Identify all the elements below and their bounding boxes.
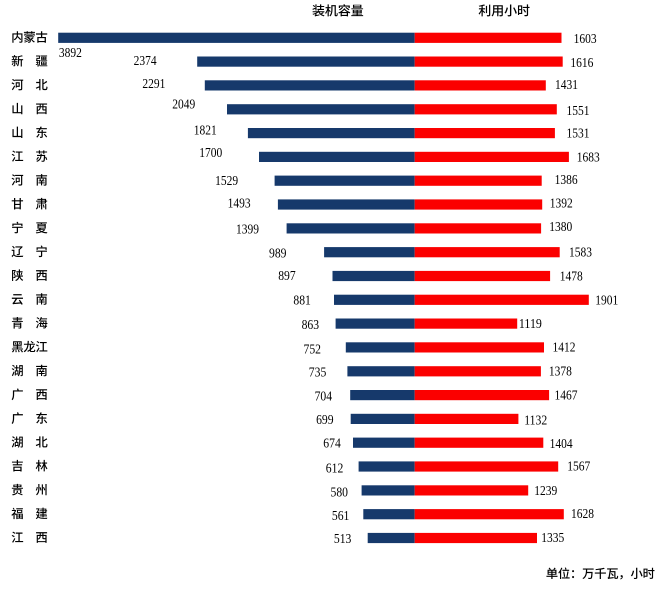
svg-text:612: 612: [326, 462, 344, 477]
svg-text:1683: 1683: [577, 151, 600, 166]
svg-text:897: 897: [278, 269, 296, 284]
svg-text:1531: 1531: [567, 127, 590, 142]
svg-text:1431: 1431: [555, 78, 578, 93]
svg-text:1399: 1399: [236, 222, 259, 237]
svg-text:863: 863: [302, 318, 320, 333]
svg-text:1392: 1392: [550, 197, 573, 212]
svg-text:1551: 1551: [567, 104, 590, 119]
svg-text:3892: 3892: [59, 46, 82, 61]
svg-text:1700: 1700: [199, 146, 222, 161]
svg-text:752: 752: [304, 342, 322, 357]
svg-text:1335: 1335: [541, 531, 564, 546]
svg-text:1404: 1404: [550, 437, 573, 452]
svg-text:561: 561: [332, 509, 350, 524]
svg-text:1132: 1132: [524, 413, 547, 428]
svg-text:735: 735: [309, 366, 327, 381]
svg-text:1603: 1603: [574, 32, 597, 47]
svg-text:989: 989: [269, 247, 287, 262]
svg-text:580: 580: [331, 485, 349, 500]
svg-text:1616: 1616: [570, 56, 593, 71]
svg-text:881: 881: [293, 293, 311, 308]
svg-text:513: 513: [334, 532, 352, 547]
svg-text:1901: 1901: [595, 294, 618, 309]
svg-text:1821: 1821: [194, 124, 217, 139]
svg-text:1529: 1529: [215, 174, 238, 189]
svg-text:2291: 2291: [142, 77, 165, 92]
svg-text:699: 699: [316, 413, 334, 428]
svg-text:1467: 1467: [555, 388, 578, 403]
svg-text:1386: 1386: [555, 173, 578, 188]
svg-text:674: 674: [323, 436, 341, 451]
svg-text:1493: 1493: [228, 196, 251, 211]
svg-text:1412: 1412: [553, 341, 576, 356]
svg-text:1567: 1567: [567, 460, 590, 475]
svg-text:2374: 2374: [134, 54, 157, 69]
svg-text:1628: 1628: [571, 507, 594, 522]
svg-text:1380: 1380: [549, 220, 572, 235]
svg-text:1119: 1119: [519, 317, 542, 332]
svg-text:1239: 1239: [534, 484, 557, 499]
svg-text:1478: 1478: [560, 269, 583, 284]
svg-text:704: 704: [315, 390, 333, 405]
svg-text:1583: 1583: [569, 246, 592, 261]
svg-text:1378: 1378: [549, 365, 572, 380]
svg-text:2049: 2049: [172, 98, 195, 113]
